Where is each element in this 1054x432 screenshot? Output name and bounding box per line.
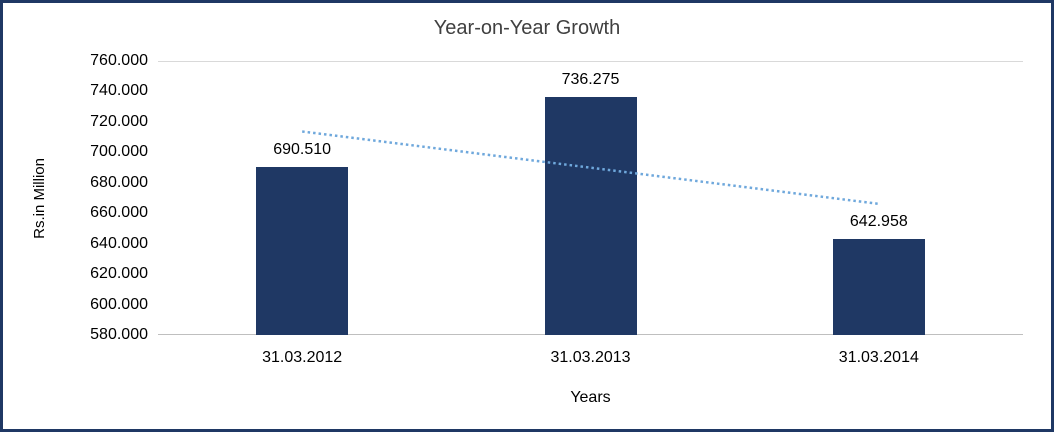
y-tick-label: 660.000 bbox=[90, 204, 148, 222]
bar-value-label: 642.958 bbox=[849, 213, 908, 231]
x-axis-title: Years bbox=[570, 389, 611, 406]
chart-title: Year-on-Year Growth bbox=[433, 17, 621, 39]
y-tick-label: 760.000 bbox=[90, 52, 148, 69]
x-tick-label: 31.03.2012 bbox=[262, 349, 343, 366]
plot-area: 580.000 600.000 620.000 640.000 660.000 680.0… bbox=[90, 52, 1023, 366]
gridline-top bbox=[158, 61, 1023, 62]
y-tick-label: 740.000 bbox=[90, 82, 148, 100]
bar-3 bbox=[832, 239, 925, 335]
y-tick-label: 640.000 bbox=[90, 234, 148, 252]
bar-1 bbox=[256, 166, 349, 335]
bar-value-label: 736.275 bbox=[561, 71, 620, 89]
bar-2 bbox=[544, 97, 637, 335]
bar-value-label: 690.510 bbox=[273, 140, 332, 158]
y-tick-label: 700.000 bbox=[90, 143, 148, 161]
x-tick-label: 31.03.2013 bbox=[550, 349, 631, 366]
y-tick-label: 720.000 bbox=[90, 112, 148, 130]
y-tick-label: 600.000 bbox=[90, 295, 148, 313]
y-tick-label: 680.000 bbox=[90, 173, 148, 191]
y-axis-title-text: Rs.in Million bbox=[31, 157, 48, 239]
y-tick-label: 580.000 bbox=[90, 326, 148, 343]
y-tick-label: 620.000 bbox=[90, 265, 148, 283]
x-tick-label: 31.03.2014 bbox=[838, 349, 919, 366]
y-axis-title: Rs.in Million bbox=[31, 61, 48, 335]
